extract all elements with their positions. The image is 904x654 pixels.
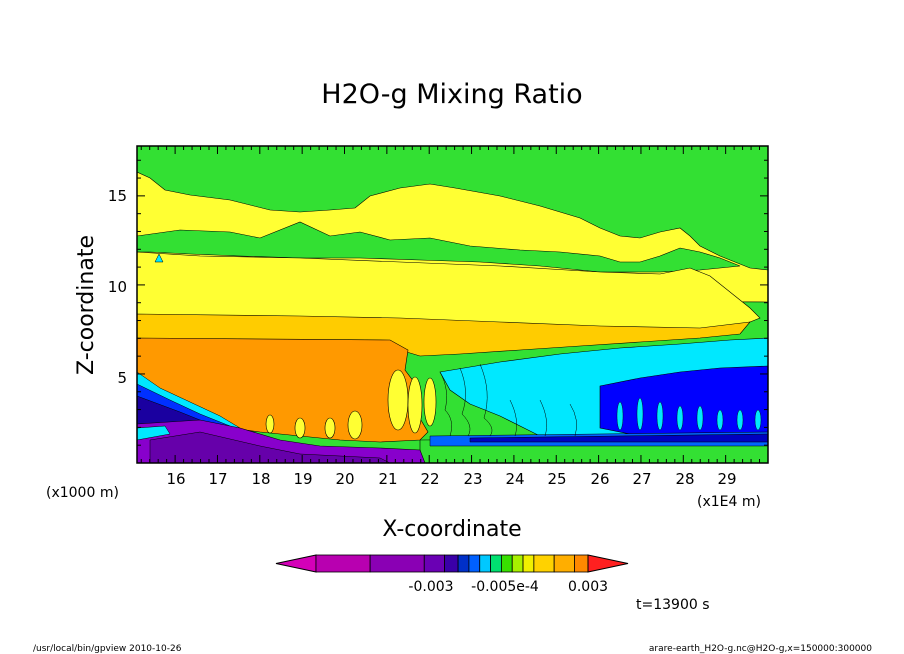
colorbar-swatch	[511, 554, 524, 573]
y-axis-label: Z-coordinate	[74, 235, 99, 375]
colorbar-swatch	[522, 554, 535, 573]
time-label: t=13900 s	[636, 597, 710, 613]
x-tick-label: 21	[378, 470, 397, 488]
x-tick-label: 20	[335, 470, 354, 488]
plume-contours	[265, 369, 437, 440]
x-tick-label: 27	[632, 470, 651, 488]
colorbar-swatch	[444, 554, 459, 573]
footer-left: /usr/local/bin/gpview 2010-10-26	[33, 644, 182, 654]
colorbar-swatch	[553, 554, 575, 573]
layer-purple-dark	[149, 431, 391, 463]
plot-frame	[136, 145, 769, 464]
chart-title: H2O-g Mixing Ratio	[321, 79, 582, 110]
colorbar-right-arrow	[587, 554, 629, 573]
colorbar-swatch	[490, 554, 502, 573]
x-tick-label: 23	[463, 470, 482, 488]
plot-area	[137, 146, 768, 463]
colorbar-label: -0.005e-4	[471, 579, 539, 595]
x-tick-label: 17	[208, 470, 227, 488]
colorbar-swatch	[500, 554, 513, 573]
y-tick-label: 15	[108, 187, 127, 205]
colorbar-swatch	[574, 554, 589, 573]
layer-green-notch	[137, 221, 741, 273]
x-tick-label: 22	[420, 470, 439, 488]
colorbar-swatch	[423, 554, 445, 573]
x-tick-label: 28	[675, 470, 694, 488]
x-tick-label: 29	[717, 470, 736, 488]
colorbar-swatch	[468, 554, 481, 573]
colorbar-swatch	[479, 554, 491, 573]
x-tick-label: 24	[505, 470, 524, 488]
colorbar-swatch	[533, 554, 555, 573]
y-unit-label: (x1000 m)	[46, 485, 119, 501]
x-tick-label: 16	[166, 470, 185, 488]
x-tick-label: 18	[251, 470, 270, 488]
colorbar	[275, 554, 629, 573]
colorbar-swatch	[315, 554, 371, 573]
x-unit-label: (x1E4 m)	[697, 494, 761, 510]
x-axis-label: X-coordinate	[382, 517, 521, 542]
x-tick-label: 25	[547, 470, 566, 488]
colorbar-swatch	[369, 554, 425, 573]
y-tick-label: 10	[108, 278, 127, 296]
small-cyan-triangle	[154, 253, 164, 263]
transition-contours	[439, 363, 577, 437]
x-tick-label: 26	[590, 470, 609, 488]
layer-ground-dark	[469, 433, 768, 443]
layer-left-cyan-patch	[137, 425, 171, 441]
x-tick-label: 19	[293, 470, 312, 488]
blue-striations	[616, 397, 762, 431]
colorbar-label: 0.003	[568, 579, 608, 595]
colorbar-swatch	[457, 554, 470, 573]
tick-layer	[137, 146, 769, 464]
footer-right: arare-earth_H2O-g.nc@H2O-g,x=150000:3000…	[649, 644, 872, 654]
colorbar-left-arrow	[275, 554, 317, 573]
colorbar-label: -0.003	[408, 579, 453, 595]
y-tick-label: 5	[117, 369, 127, 387]
